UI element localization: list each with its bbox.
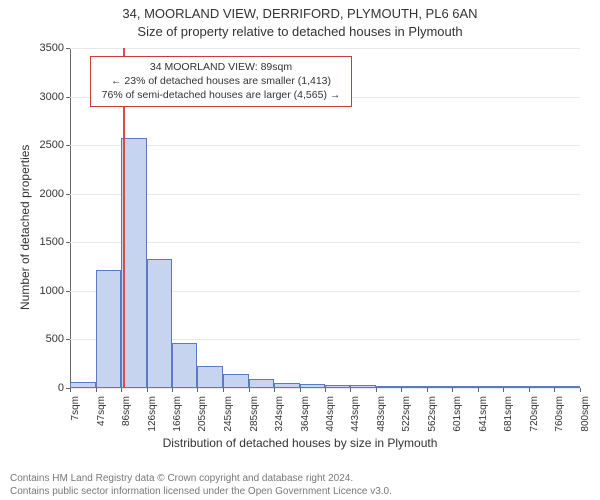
y-tick-mark xyxy=(66,339,70,340)
x-tick-label: 245sqm xyxy=(223,396,234,436)
y-tick-label: 2500 xyxy=(14,139,64,151)
x-tick-label: 285sqm xyxy=(249,396,260,436)
y-tick-mark xyxy=(66,97,70,98)
histogram-bar xyxy=(350,385,376,388)
y-tick-label: 1000 xyxy=(14,285,64,297)
x-tick-mark xyxy=(197,388,198,392)
x-tick-label: 562sqm xyxy=(427,396,438,436)
x-tick-label: 7sqm xyxy=(70,396,81,436)
x-tick-mark xyxy=(249,388,250,392)
x-tick-mark xyxy=(223,388,224,392)
y-tick-mark xyxy=(66,242,70,243)
histogram-bar xyxy=(529,386,555,388)
x-tick-mark xyxy=(554,388,555,392)
y-tick-mark xyxy=(66,291,70,292)
histogram-bar xyxy=(554,386,580,388)
x-tick-mark xyxy=(452,388,453,392)
chart-title-sub: Size of property relative to detached ho… xyxy=(0,24,600,39)
x-axis-title: Distribution of detached houses by size … xyxy=(0,436,600,450)
histogram-bar xyxy=(197,366,223,388)
x-tick-mark xyxy=(300,388,301,392)
x-tick-mark xyxy=(274,388,275,392)
x-tick-label: 681sqm xyxy=(503,396,514,436)
histogram-bar xyxy=(223,374,249,388)
x-tick-label: 800sqm xyxy=(580,396,591,436)
x-tick-label: 126sqm xyxy=(147,396,158,436)
annotation-box: 34 MOORLAND VIEW: 89sqm ← 23% of detache… xyxy=(90,56,352,107)
x-tick-mark xyxy=(172,388,173,392)
x-tick-label: 760sqm xyxy=(554,396,565,436)
histogram-bar xyxy=(401,386,427,388)
y-tick-label: 2000 xyxy=(14,188,64,200)
y-tick-mark xyxy=(66,145,70,146)
footer-line2: Contains public sector information licen… xyxy=(10,486,392,499)
x-tick-label: 443sqm xyxy=(350,396,361,436)
y-tick-mark xyxy=(66,194,70,195)
x-tick-label: 324sqm xyxy=(274,396,285,436)
annotation-line3: 76% of semi-detached houses are larger (… xyxy=(99,88,343,102)
x-tick-label: 641sqm xyxy=(478,396,489,436)
x-tick-mark xyxy=(401,388,402,392)
y-tick-label: 3000 xyxy=(14,91,64,103)
x-tick-label: 47sqm xyxy=(96,396,107,436)
histogram-bar xyxy=(427,386,452,388)
gridline-h xyxy=(70,48,580,49)
x-tick-label: 86sqm xyxy=(121,396,132,436)
x-tick-mark xyxy=(503,388,504,392)
histogram-bar xyxy=(503,386,528,388)
x-tick-label: 166sqm xyxy=(172,396,183,436)
histogram-bar xyxy=(274,383,300,388)
annotation-line1: 34 MOORLAND VIEW: 89sqm xyxy=(99,60,343,74)
x-tick-label: 601sqm xyxy=(452,396,463,436)
x-tick-mark xyxy=(96,388,97,392)
histogram-bar xyxy=(70,382,96,388)
x-tick-mark xyxy=(147,388,148,392)
histogram-bar xyxy=(376,386,401,388)
histogram-bar xyxy=(96,270,121,389)
x-tick-mark xyxy=(529,388,530,392)
histogram-bar xyxy=(249,379,274,388)
x-tick-label: 404sqm xyxy=(325,396,336,436)
footer-attribution: Contains HM Land Registry data © Crown c… xyxy=(10,473,392,498)
x-tick-mark xyxy=(376,388,377,392)
y-tick-label: 0 xyxy=(14,382,64,394)
footer-line1: Contains HM Land Registry data © Crown c… xyxy=(10,473,392,486)
x-tick-label: 522sqm xyxy=(401,396,412,436)
chart-container: 34, MOORLAND VIEW, DERRIFORD, PLYMOUTH, … xyxy=(0,0,600,500)
x-tick-label: 364sqm xyxy=(300,396,311,436)
histogram-bar xyxy=(172,343,197,388)
x-tick-mark xyxy=(580,388,581,392)
x-tick-mark xyxy=(70,388,71,392)
chart-title-main: 34, MOORLAND VIEW, DERRIFORD, PLYMOUTH, … xyxy=(0,6,600,21)
histogram-bar xyxy=(325,385,350,388)
y-axis-line xyxy=(70,48,71,388)
x-tick-mark xyxy=(121,388,122,392)
x-tick-mark xyxy=(478,388,479,392)
y-tick-label: 500 xyxy=(14,333,64,345)
histogram-bar xyxy=(452,386,478,388)
x-tick-label: 205sqm xyxy=(197,396,208,436)
x-tick-label: 483sqm xyxy=(376,396,387,436)
y-tick-label: 1500 xyxy=(14,236,64,248)
x-tick-mark xyxy=(427,388,428,392)
x-tick-mark xyxy=(325,388,326,392)
histogram-bar xyxy=(300,384,326,388)
y-tick-mark xyxy=(66,48,70,49)
x-tick-label: 720sqm xyxy=(529,396,540,436)
x-tick-mark xyxy=(350,388,351,392)
histogram-bar xyxy=(478,386,504,388)
y-tick-label: 3500 xyxy=(14,42,64,54)
histogram-bar xyxy=(147,259,173,388)
annotation-line2: ← 23% of detached houses are smaller (1,… xyxy=(99,74,343,88)
